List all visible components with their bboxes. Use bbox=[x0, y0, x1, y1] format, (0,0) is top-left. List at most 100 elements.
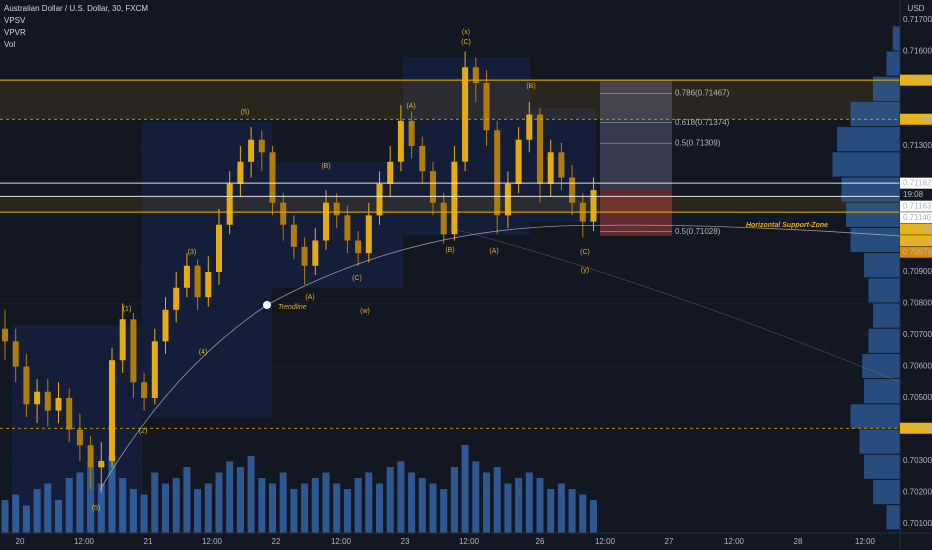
y-tick-label: 0.71600 bbox=[903, 47, 932, 56]
candle-body bbox=[451, 161, 458, 235]
price-tag-label: 0.71163 bbox=[903, 201, 932, 210]
volume-bar bbox=[12, 494, 20, 533]
x-tick-label: 12:00 bbox=[724, 537, 745, 546]
candle-body bbox=[526, 114, 533, 140]
volume-bar bbox=[408, 472, 416, 533]
volume-bar bbox=[547, 489, 555, 533]
candle-body bbox=[23, 366, 30, 405]
volume-bar bbox=[162, 483, 169, 533]
volume-bar bbox=[44, 483, 52, 533]
candle-body bbox=[2, 328, 8, 342]
annotation: (1) bbox=[123, 306, 132, 313]
candle-body bbox=[205, 272, 212, 298]
volume-bar bbox=[386, 467, 394, 533]
candle-body bbox=[269, 152, 276, 203]
price-tag bbox=[900, 113, 932, 125]
annotation: (B) bbox=[321, 163, 330, 170]
volume-bar bbox=[397, 461, 405, 533]
volume-profile-bar bbox=[886, 51, 900, 76]
volume-bar bbox=[365, 472, 373, 533]
volume-bar bbox=[515, 478, 523, 533]
fib-label: 0.5(0.71309) bbox=[675, 138, 721, 147]
annotation: Trendline bbox=[278, 304, 307, 311]
zone bbox=[0, 196, 900, 213]
annotation: (5) bbox=[92, 505, 101, 512]
price-tag bbox=[900, 189, 932, 201]
volume-bar bbox=[204, 483, 212, 533]
y-tick-label: 0.70500 bbox=[903, 393, 932, 402]
candle-body bbox=[301, 246, 308, 266]
candle-body bbox=[408, 120, 415, 146]
annotation: (A) bbox=[489, 248, 498, 255]
volume-bar bbox=[247, 456, 255, 533]
candle-body bbox=[248, 139, 255, 162]
candle-body bbox=[55, 398, 62, 411]
candle-body bbox=[237, 161, 244, 184]
fib-label: 0.5(0.71028) bbox=[675, 227, 721, 236]
price-tag bbox=[900, 74, 932, 86]
volume-profile-bar bbox=[886, 505, 900, 530]
volume-profile-bar bbox=[864, 253, 900, 278]
candle-body bbox=[387, 161, 394, 184]
fib-label: 0.618(0.71374) bbox=[675, 118, 730, 127]
annotation: (4) bbox=[199, 349, 208, 356]
trendline bbox=[99, 224, 901, 491]
volume-bar bbox=[472, 461, 480, 533]
volume-profile-bar bbox=[859, 429, 900, 454]
indicator: VPSV bbox=[4, 16, 26, 25]
candle-body bbox=[119, 319, 126, 361]
volume-bar bbox=[354, 478, 362, 533]
volume-bar bbox=[301, 483, 309, 533]
y-tick-label: 0.70100 bbox=[903, 519, 932, 528]
x-tick-label: 12:00 bbox=[855, 537, 876, 546]
annotation: (C) bbox=[580, 249, 590, 256]
volume-bar bbox=[55, 500, 62, 533]
top-layer: 0.71700 0.71600 0.71300 0.70900 0.70800 0.707… bbox=[16, 15, 932, 546]
x-tick-label: 12:00 bbox=[74, 537, 95, 546]
volume-bar bbox=[429, 483, 437, 533]
currency: USD bbox=[908, 4, 925, 13]
volume-bar bbox=[236, 467, 244, 533]
annotation: (C) bbox=[461, 39, 471, 46]
candle-body bbox=[290, 224, 297, 247]
x-tick-label: 20 bbox=[16, 537, 25, 546]
volume-bar bbox=[269, 483, 276, 533]
volume-bar bbox=[343, 489, 351, 533]
price-tag bbox=[900, 422, 932, 434]
x-tick-label: 21 bbox=[144, 537, 153, 546]
main-layer: 0.786(0.71467) 0.618(0.71374) 0.5(0.71309)… bbox=[0, 51, 900, 493]
y-tick-label: 0.71300 bbox=[903, 141, 932, 150]
volume-bar bbox=[590, 500, 597, 533]
candle-body bbox=[440, 202, 447, 235]
volume-bar bbox=[76, 472, 84, 533]
candle-body bbox=[173, 287, 180, 310]
candle-body bbox=[109, 360, 115, 461]
candle-body bbox=[98, 461, 105, 468]
annotation: (x) bbox=[462, 29, 470, 36]
volume-bar bbox=[536, 478, 544, 533]
y-tick-label: 0.70200 bbox=[903, 488, 932, 497]
candle-body bbox=[462, 67, 469, 162]
candle-body bbox=[430, 171, 436, 203]
candle-body bbox=[162, 309, 169, 342]
volume-bar bbox=[140, 494, 148, 533]
volume-bar bbox=[108, 456, 116, 533]
candle-body bbox=[280, 202, 287, 225]
volume-profile-bar bbox=[846, 202, 900, 227]
annotation: (B) bbox=[445, 247, 454, 254]
volume-bar bbox=[461, 445, 469, 533]
x-tick-label: 23 bbox=[401, 537, 410, 546]
candle-body bbox=[141, 382, 148, 398]
candle-body bbox=[547, 152, 554, 184]
candle-body bbox=[216, 224, 222, 272]
price-tag bbox=[900, 177, 932, 189]
annotation: (B) bbox=[526, 83, 535, 90]
volume-profile-bar bbox=[868, 278, 900, 303]
volume-bar bbox=[418, 478, 426, 533]
volume-bar bbox=[22, 505, 30, 533]
price-tag-label: 0.70404 bbox=[903, 423, 932, 432]
y-tick-label: 0.70300 bbox=[903, 456, 932, 465]
price-tag-label: 0.71182 bbox=[903, 178, 932, 187]
volume-profile-bar bbox=[873, 479, 900, 505]
